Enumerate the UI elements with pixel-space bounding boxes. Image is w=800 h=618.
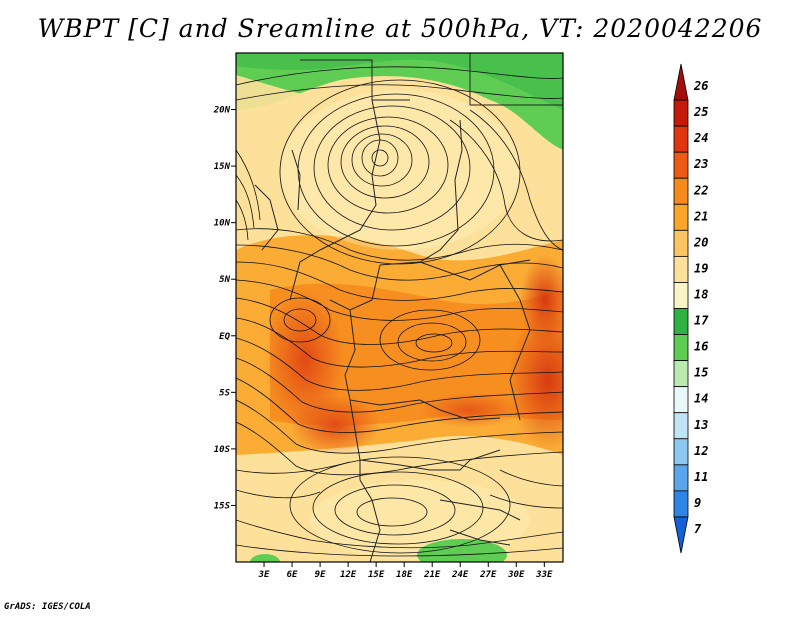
lat-label: 10N xyxy=(214,219,231,229)
colorbar-swatch xyxy=(673,360,689,388)
colorbar-label: 22 xyxy=(693,183,708,197)
lon-label: 33E xyxy=(535,570,553,580)
lon-label: 24E xyxy=(451,570,469,580)
lon-label: 9E xyxy=(315,570,326,580)
colorbar-label: 24 xyxy=(693,131,708,145)
colorbar-label: 26 xyxy=(693,79,708,93)
lat-label: 10S xyxy=(214,445,231,455)
colorbar-swatch xyxy=(673,229,689,257)
colorbar-swatch xyxy=(673,308,689,335)
colorbar-label: 21 xyxy=(693,209,708,223)
colorbar-label: 20 xyxy=(693,235,708,249)
colorbar-label: 15 xyxy=(694,366,708,380)
colorbar-label: 19 xyxy=(694,261,708,275)
lon-label: 18E xyxy=(396,570,413,580)
lat-label: 5N xyxy=(219,275,230,285)
latitude-axis: 20N 15N 10N 5N EQ 5S 10S 15S xyxy=(213,106,236,511)
colorbar-swatch xyxy=(673,203,689,231)
colorbar-label: 23 xyxy=(693,157,708,171)
colorbar-label: 9 xyxy=(694,496,701,510)
colorbar-swatch xyxy=(673,63,689,101)
longitude-axis: 3E 6E 9E 12E 15E 18E 21E 24E 27E 30E 33E xyxy=(258,562,553,580)
colorbar-swatch xyxy=(673,490,689,518)
lat-label: 15S xyxy=(214,501,231,511)
colorbar-swatch xyxy=(673,282,689,309)
colorbar-swatch xyxy=(673,464,689,492)
colorbar-label: 11 xyxy=(694,470,708,484)
colorbar-swatch xyxy=(673,151,689,179)
colorbar: 26 25 24 23 22 21 20 19 18 17 16 15 14 13 12 11 9 7 xyxy=(673,63,709,554)
map-frame xyxy=(235,52,564,563)
colorbar-label: 16 xyxy=(694,340,708,354)
lon-label: 27E xyxy=(479,570,497,580)
colorbar-label: 25 xyxy=(693,105,708,119)
lat-label: 5S xyxy=(219,388,230,398)
wbpt-field xyxy=(236,53,563,562)
lon-label: 6E xyxy=(287,570,298,580)
colorbar-swatch xyxy=(673,386,689,414)
colorbar-swatch xyxy=(673,334,689,362)
colorbar-label: 18 xyxy=(694,287,708,301)
lon-label: 3E xyxy=(258,570,270,580)
chart-title: WBPT [C] and Sreamline at 500hPa, VT: 20… xyxy=(37,14,763,43)
country-borders xyxy=(254,53,563,562)
colorbar-label: 17 xyxy=(694,314,709,328)
lon-label: 21E xyxy=(423,570,441,580)
colorbar-swatch xyxy=(673,255,689,283)
colorbar-label: 14 xyxy=(694,392,708,406)
colorbar-swatch xyxy=(673,99,689,127)
lon-label: 15E xyxy=(368,570,385,580)
colorbar-swatch xyxy=(673,516,689,554)
colorbar-swatch xyxy=(673,438,689,466)
footer-credit: GrADS: IGES/COLA xyxy=(4,602,91,612)
lon-label: 30E xyxy=(507,570,525,580)
colorbar-swatch xyxy=(673,125,689,153)
colorbar-swatch xyxy=(673,412,689,440)
colorbar-swatch xyxy=(673,177,689,205)
lat-label: EQ xyxy=(219,332,230,342)
lat-label: 15N xyxy=(214,162,231,172)
lat-label: 20N xyxy=(213,106,231,116)
colorbar-label: 12 xyxy=(694,444,708,458)
lon-label: 12E xyxy=(340,570,357,580)
colorbar-label: 7 xyxy=(694,522,702,536)
streamlines xyxy=(236,66,563,557)
colorbar-label: 13 xyxy=(694,418,708,432)
